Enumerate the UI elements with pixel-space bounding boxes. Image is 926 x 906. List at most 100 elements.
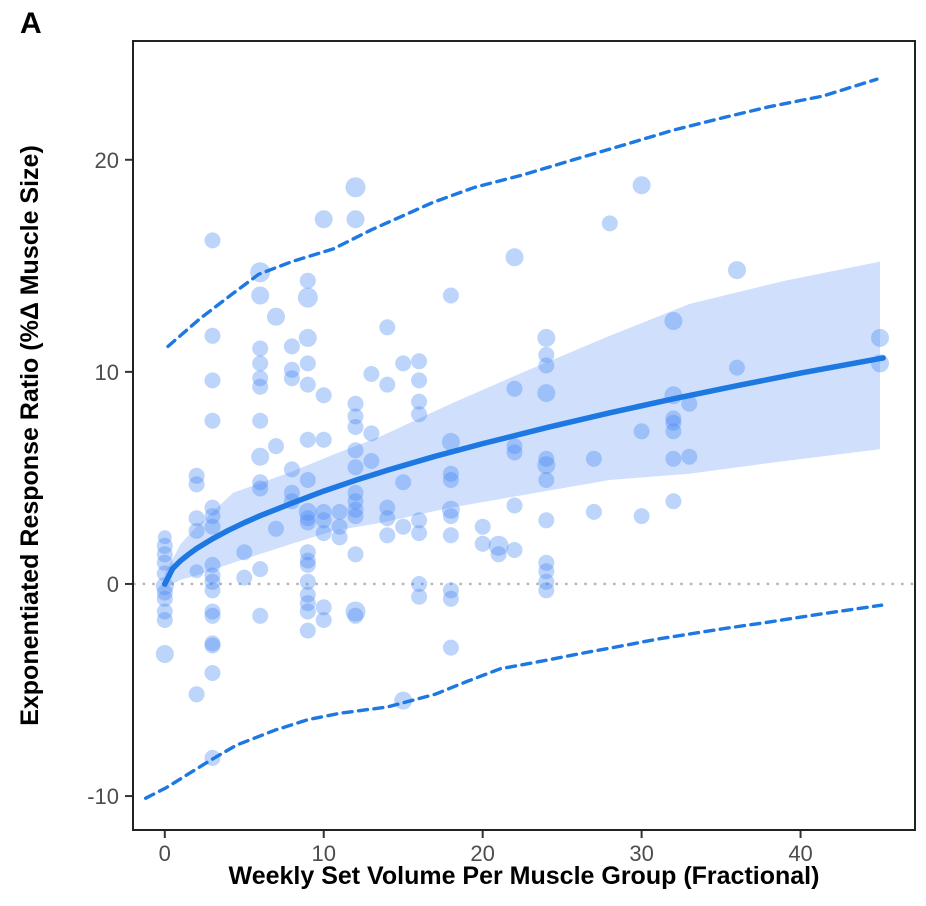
data-point <box>268 520 284 537</box>
data-point <box>379 499 396 516</box>
data-point <box>681 395 698 412</box>
data-point <box>633 423 650 440</box>
x-tick-label: 40 <box>788 841 812 866</box>
data-point <box>252 480 269 497</box>
data-point <box>538 563 555 580</box>
data-point <box>664 312 683 330</box>
data-point <box>347 508 364 525</box>
x-tick-label: 30 <box>629 841 653 866</box>
data-point <box>299 510 316 527</box>
data-point <box>283 370 300 387</box>
data-point <box>157 530 172 545</box>
data-point <box>411 372 428 389</box>
data-point <box>252 474 269 491</box>
data-point <box>204 232 221 249</box>
data-point <box>315 387 332 404</box>
data-point <box>315 599 332 616</box>
x-tick-label: 0 <box>159 841 171 866</box>
data-point <box>537 384 556 403</box>
data-point <box>252 378 269 395</box>
data-point <box>441 432 460 451</box>
x-axis: 0 10 20 30 40 <box>159 830 813 866</box>
data-point <box>442 639 459 656</box>
data-point <box>395 474 412 491</box>
data-point <box>347 484 364 501</box>
y-axis: -10 0 10 20 <box>87 148 133 809</box>
y-tick-label: 10 <box>95 360 119 385</box>
data-point <box>728 261 746 280</box>
data-point <box>506 497 523 514</box>
data-point <box>346 210 365 229</box>
data-point <box>363 425 380 442</box>
data-point <box>299 603 316 620</box>
data-point <box>442 527 459 544</box>
data-point <box>379 527 396 544</box>
data-point <box>299 376 316 393</box>
data-point <box>411 512 428 529</box>
data-point <box>204 573 221 590</box>
data-point <box>314 210 333 229</box>
data-point <box>347 501 364 518</box>
data-point <box>345 601 366 622</box>
data-point <box>204 372 221 389</box>
scatter-points <box>155 176 889 766</box>
data-point <box>347 395 364 412</box>
data-point <box>268 438 284 455</box>
data-point <box>537 328 556 347</box>
data-point <box>298 328 317 347</box>
data-point <box>585 503 602 520</box>
data-point <box>315 512 332 529</box>
data-point <box>538 582 555 599</box>
data-point <box>299 514 316 531</box>
data-point <box>538 512 555 529</box>
data-point <box>331 518 348 535</box>
data-point <box>188 522 205 539</box>
data-point <box>537 456 556 475</box>
data-point <box>538 472 555 488</box>
data-point <box>299 586 316 603</box>
upper-prediction-interval-line <box>166 77 879 349</box>
data-point <box>506 438 523 455</box>
data-point <box>204 607 221 624</box>
x-tick-label: 20 <box>470 841 494 866</box>
data-point <box>299 272 316 289</box>
data-point <box>442 472 459 488</box>
data-point <box>411 525 428 542</box>
data-point <box>488 535 509 556</box>
data-point <box>299 355 316 372</box>
data-point <box>442 508 459 525</box>
x-tick-label: 10 <box>311 841 335 866</box>
y-tick-label: 20 <box>95 148 119 173</box>
data-point <box>345 177 366 198</box>
data-point <box>298 502 317 521</box>
data-point <box>395 355 412 372</box>
data-point <box>204 582 221 599</box>
confidence-ribbon <box>164 261 881 589</box>
data-point <box>299 573 316 590</box>
data-point <box>299 431 316 448</box>
data-point <box>442 590 459 607</box>
data-point <box>395 518 412 535</box>
data-point <box>188 467 205 484</box>
data-point <box>379 319 396 336</box>
data-point <box>347 459 364 476</box>
data-point <box>156 554 173 571</box>
data-point <box>681 448 698 465</box>
data-point <box>188 686 205 703</box>
data-point <box>363 453 380 469</box>
data-point <box>204 508 221 525</box>
data-point <box>538 450 555 467</box>
data-point <box>297 287 318 308</box>
data-point <box>204 635 221 652</box>
data-point <box>204 518 221 535</box>
data-point <box>665 493 682 510</box>
data-point <box>633 508 650 525</box>
data-point <box>411 353 428 370</box>
data-point <box>252 607 269 624</box>
y-tick-label: 0 <box>107 572 119 597</box>
data-point <box>411 576 428 592</box>
data-point <box>267 307 285 326</box>
data-point <box>315 525 332 542</box>
data-point <box>474 518 491 535</box>
data-point <box>538 554 555 571</box>
